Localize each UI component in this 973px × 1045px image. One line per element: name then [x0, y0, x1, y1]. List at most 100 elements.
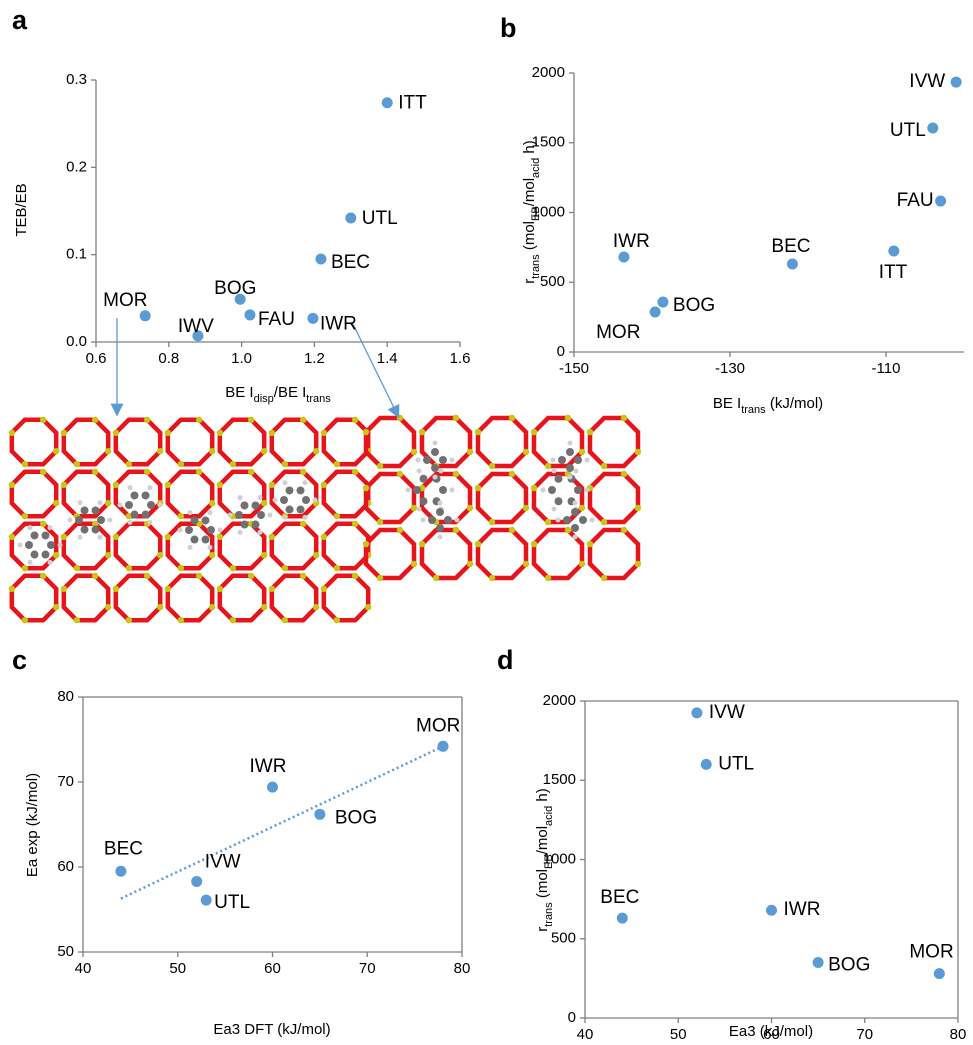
point-label: UTL [362, 208, 398, 229]
molecule-h [568, 441, 573, 446]
molecule-h [188, 545, 193, 550]
framework-atom [334, 461, 340, 467]
framework-ring [478, 530, 526, 578]
point [244, 309, 255, 320]
framework-atom [282, 617, 288, 623]
framework-atom [453, 415, 459, 421]
x-tick-label: -150 [559, 360, 589, 377]
framework-atom [334, 565, 340, 571]
point-label: FAU [258, 309, 295, 330]
framework-atom [61, 586, 67, 592]
point-label: MOR [596, 322, 640, 343]
x-tick-label: 40 [577, 1026, 594, 1040]
molecule-h [128, 485, 133, 490]
molecule-h [78, 500, 83, 505]
molecule-atom [235, 511, 243, 519]
framework-atom [269, 534, 275, 540]
framework-atom [300, 469, 306, 475]
point [314, 809, 325, 820]
label-part: h) [534, 788, 551, 806]
molecule-atom [81, 506, 89, 514]
framework-atom [40, 469, 46, 475]
framework-ring [168, 472, 212, 516]
point [315, 254, 326, 265]
framework-ring [220, 472, 264, 516]
framework-atom [363, 485, 369, 491]
molecule-h [188, 510, 193, 515]
framework-ring [366, 418, 414, 466]
label-part: acid [543, 806, 555, 826]
molecule-h [552, 507, 557, 512]
point-label: ITT [398, 93, 427, 114]
framework-ring [272, 472, 316, 516]
molecule-h [78, 535, 83, 540]
y-axis-title: Ea exp (kJ/mol) [24, 773, 41, 877]
framework-ring [324, 420, 368, 464]
molecule-h [450, 488, 455, 493]
framework-atom [282, 461, 288, 467]
framework-atom [523, 561, 529, 567]
molecule-atom [31, 531, 39, 539]
molecule-atom [439, 456, 447, 464]
point [935, 196, 946, 207]
molecule-h [541, 488, 546, 493]
point [691, 707, 702, 718]
point [345, 212, 356, 223]
label-part: Ea3 (kJ/mol) [729, 1023, 813, 1040]
molecule-h [48, 525, 53, 530]
point-label: MOR [103, 290, 147, 311]
framework-atom [467, 561, 473, 567]
point-label: BEC [600, 887, 639, 908]
framework-ring [12, 472, 56, 516]
x-tick-label: 80 [454, 960, 471, 977]
framework-atom [579, 505, 585, 511]
framework-atom [601, 575, 607, 581]
molecule-h [108, 518, 113, 523]
molecule-atom [439, 486, 447, 494]
point [766, 905, 777, 916]
framework-atom [178, 565, 184, 571]
molecule-atom [436, 508, 444, 516]
point [267, 782, 278, 793]
molecule-atom [185, 526, 193, 534]
framework-atom [144, 573, 150, 579]
molecule-h [208, 545, 213, 550]
point-label: BOG [673, 295, 715, 316]
molecule-atom [241, 501, 249, 509]
molecule-h [450, 458, 455, 463]
molecule-atom [252, 501, 260, 509]
framework-ring [168, 420, 212, 464]
point-label: IVW [909, 71, 945, 92]
label-part: EB [530, 206, 542, 221]
molecule-h [18, 543, 23, 548]
molecule-h [573, 535, 578, 540]
molecule-h [268, 513, 273, 518]
framework-atom [300, 417, 306, 423]
point-label: IWR [613, 231, 650, 252]
molecule-h [439, 468, 444, 473]
framework-atom [178, 513, 184, 519]
framework-atom [300, 573, 306, 579]
y-tick-label: 0.1 [66, 246, 87, 263]
framework-atom [92, 417, 98, 423]
framework-atom [248, 573, 254, 579]
molecule-h [158, 503, 163, 508]
framework-atom [178, 461, 184, 467]
point [618, 252, 629, 263]
framework-atom [475, 429, 481, 435]
molecule-atom [25, 541, 33, 549]
framework-ring [324, 472, 368, 516]
framework-atom [217, 430, 223, 436]
framework-atom [144, 469, 150, 475]
framework-atom [126, 461, 132, 467]
framework-atom [209, 604, 215, 610]
framework-atom [334, 617, 340, 623]
panel-letter: b [500, 13, 517, 43]
molecule-atom [571, 508, 579, 516]
framework-atom [523, 449, 529, 455]
molecule-atom [92, 526, 100, 534]
molecule-h [303, 480, 308, 485]
molecule-atom [92, 506, 100, 514]
framework-atom [313, 448, 319, 454]
molecule-atom [574, 486, 582, 494]
